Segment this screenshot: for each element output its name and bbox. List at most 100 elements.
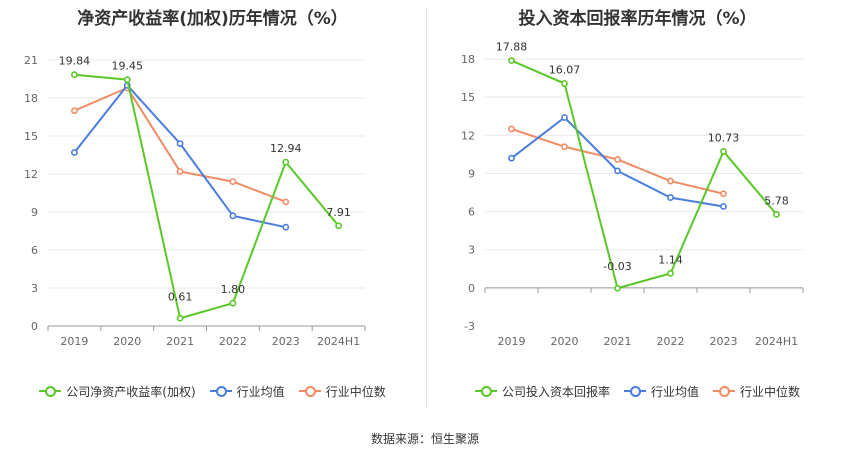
data-label: 10.73: [708, 131, 740, 144]
x-tick-label: 2024H1: [755, 335, 798, 348]
data-point: [773, 210, 780, 218]
legend-item-company-roe[interactable]: 公司净资产收益率(加权): [39, 383, 196, 400]
data-point: [71, 107, 78, 115]
data-label: 5.78: [764, 194, 789, 207]
legend-item-industry-median[interactable]: 行业中位数: [298, 383, 386, 400]
data-point: [614, 284, 621, 292]
data-point: [720, 203, 727, 210]
y-tick-label: 15: [24, 130, 38, 143]
legend-marker-icon: [209, 385, 232, 397]
legend-label: 行业均值: [650, 384, 699, 399]
panel-divider: [426, 8, 427, 408]
roic-legend: 公司投入资本回报率 行业均值 行业中位数: [425, 381, 850, 401]
data-point: [176, 314, 184, 322]
data-point: [176, 140, 184, 147]
y-tick-label: 9: [468, 167, 475, 180]
y-tick-label: 18: [461, 53, 475, 66]
series-line: [73, 84, 286, 229]
legend-item-industry-avg[interactable]: 行业均值: [209, 383, 285, 400]
y-tick-label: 9: [31, 206, 38, 219]
legend-label: 行业中位数: [740, 384, 801, 399]
roe-legend: 公司净资产收益率(加权) 行业均值 行业中位数: [0, 381, 425, 401]
y-tick-label: 12: [24, 168, 38, 181]
data-label: -0.03: [603, 260, 631, 273]
legend-item-industry-median[interactable]: 行业中位数: [713, 383, 800, 400]
data-point: [282, 158, 290, 166]
x-tick-label: 2021: [604, 335, 632, 348]
legend-item-company-roic[interactable]: 公司投入资本回报率: [474, 383, 610, 400]
data-point: [508, 154, 515, 162]
legend-label: 公司净资产收益率(加权): [66, 384, 196, 399]
legend-marker-icon: [298, 385, 321, 397]
roic-chart-svg: -3 0 3 6 9 12 15 18 2019 2020 2021 2022 2023 2024H1 17…: [461, 41, 804, 348]
legend-marker-icon: [474, 385, 497, 397]
data-label: 12.94: [270, 142, 302, 155]
data-point: [282, 198, 290, 206]
y-tick-label: -3: [464, 320, 475, 333]
x-tick-label: 2019: [498, 335, 526, 348]
data-label: 0.61: [168, 290, 193, 303]
data-point: [229, 299, 237, 307]
y-tick-label: 3: [468, 244, 475, 257]
y-tick-label: 6: [31, 244, 38, 257]
legend-marker-icon: [713, 385, 735, 397]
data-point: [176, 168, 184, 175]
data-label: 19.84: [59, 55, 91, 68]
data-point: [561, 143, 568, 151]
y-tick-label: 3: [31, 282, 38, 295]
data-label: 7.91: [326, 206, 351, 219]
y-tick-label: 15: [461, 91, 475, 104]
legend-marker-icon: [623, 385, 646, 397]
roic-chart-panel: 投入资本回报率历年情况（%） -3 0 3 6 9 12 15 18 2019 2020 2021 2…: [425, 0, 850, 420]
x-tick-label: 2020: [551, 335, 579, 348]
y-tick-label: 18: [24, 92, 38, 105]
data-label: 1.14: [658, 253, 683, 266]
data-label: 19.45: [112, 60, 144, 73]
data-point: [614, 156, 621, 163]
y-tick-label: 0: [31, 320, 38, 333]
data-label: 17.88: [496, 41, 528, 54]
x-tick-label: 2021: [166, 335, 194, 348]
x-tick-label: 2022: [657, 335, 685, 348]
legend-item-industry-avg[interactable]: 行业均值: [623, 383, 699, 400]
x-tick-label: 2019: [60, 335, 88, 348]
legend-label: 行业中位数: [325, 384, 386, 399]
x-tick-label: 2022: [219, 335, 247, 348]
data-point: [123, 76, 131, 84]
y-tick-label: 12: [461, 129, 475, 142]
data-point: [282, 223, 290, 231]
data-point: [561, 80, 568, 87]
roe-chart-svg: 0 3 6 9 12 15 18 21 2019 2020 2021 2022 2023 2024H1 19…: [24, 54, 366, 348]
data-label: 1.80: [221, 283, 246, 296]
x-tick-label: 2023: [272, 335, 300, 348]
legend-marker-icon: [39, 385, 62, 397]
data-point: [229, 178, 237, 185]
data-point: [561, 114, 568, 121]
x-tick-label: 2020: [113, 335, 141, 348]
y-tick-label: 6: [468, 206, 475, 219]
series-line: [74, 73, 340, 320]
data-point: [614, 167, 621, 175]
data-source-note: 数据来源：恒生聚源: [370, 432, 479, 446]
y-tick-label: 0: [468, 282, 475, 295]
roe-chart-panel: 净资产收益率(加权)历年情况（%） 0 3 6 9 12 15 18 21 2019 2020 20…: [0, 0, 425, 420]
roic-chart-title: 投入资本回报率历年情况（%）: [518, 9, 757, 29]
y-tick-label: 21: [24, 54, 38, 67]
data-point: [667, 194, 674, 201]
legend-label: 行业均值: [236, 384, 285, 399]
data-point: [667, 177, 674, 185]
data-point: [335, 222, 342, 230]
data-point: [667, 269, 674, 277]
series-line: [511, 59, 778, 290]
legend-label: 公司投入资本回报率: [501, 384, 610, 399]
data-point: [71, 149, 78, 156]
roe-chart-title: 净资产收益率(加权)历年情况（%）: [77, 9, 348, 29]
data-point: [720, 190, 727, 198]
data-point: [508, 125, 515, 133]
x-tick-label: 2023: [710, 335, 738, 348]
data-point: [71, 71, 78, 79]
data-label: 16.07: [549, 64, 581, 77]
data-point: [508, 57, 515, 64]
data-point: [720, 148, 727, 155]
data-point: [229, 212, 237, 220]
